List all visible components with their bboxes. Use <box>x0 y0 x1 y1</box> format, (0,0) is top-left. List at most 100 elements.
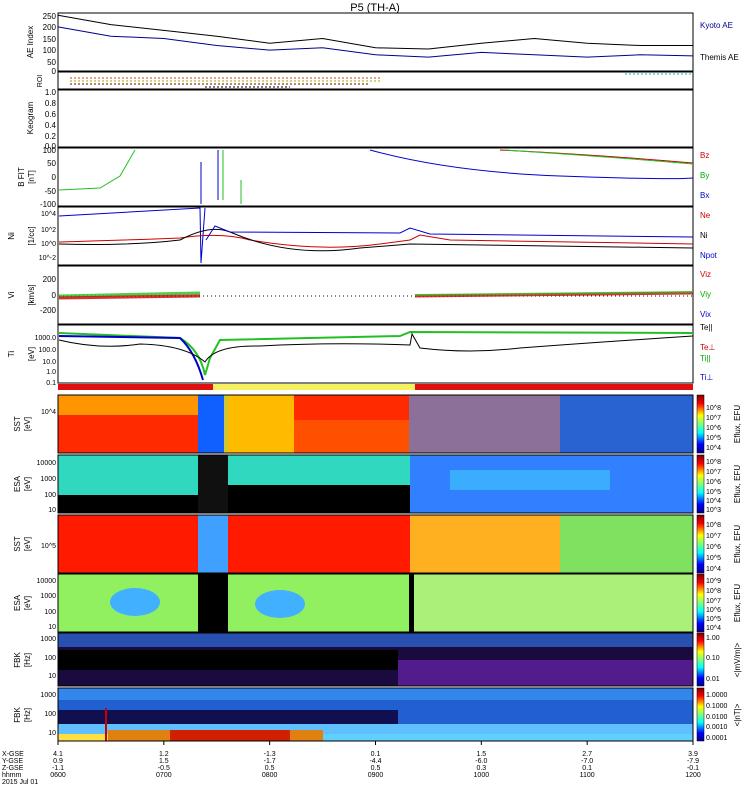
xaxis-label-y: 1.5 <box>159 758 169 765</box>
esa-electron-ytick: 10 <box>48 624 56 631</box>
bfit-ytick: 50 <box>47 159 56 168</box>
keogram-ytick: 0.2 <box>45 132 57 141</box>
esa-ion-cbar-tick: 10^3 <box>706 507 721 514</box>
sst-ion-cbar-tick: 10^4 <box>706 445 721 452</box>
xaxis-label-t: 1200 <box>685 772 701 779</box>
sst-ion-ylabel: SST <box>13 416 22 432</box>
fbk-scm-cbar-tick: 0.1000 <box>706 703 728 710</box>
vi-ytick: 0 <box>52 291 57 300</box>
roi-ylabel: ROI <box>37 75 44 88</box>
esa-electron-ytick: 100 <box>44 609 56 616</box>
bfit-ytick: -50 <box>44 187 56 196</box>
vi-ylabel: Vi <box>7 291 16 298</box>
legend-ti-par: Ti|| <box>700 354 711 363</box>
legend-ti-perp: Ti⊥ <box>700 373 713 382</box>
esa-ion-unit: [eV] <box>23 477 32 491</box>
mode-bar <box>58 384 693 390</box>
fbk-scm-cbar-tick: 0.0010 <box>706 724 728 731</box>
panel-ti: Ti [eV] 1000.0 100.0 10.0 1.0 0.1 Te|| T… <box>7 323 715 387</box>
legend-viy: Viy <box>700 290 711 299</box>
fbk-edc-ytick: 1000 <box>40 636 56 643</box>
xaxis-label-t: 1100 <box>580 772 595 779</box>
vi-ytick: 200 <box>43 275 57 284</box>
bfit-ylabel: B FIT <box>17 167 26 187</box>
panel-roi: ROI <box>37 71 694 90</box>
esa-electron-cbar-tick: 10^6 <box>706 607 721 614</box>
ni-ylabel: Ni <box>7 232 16 240</box>
fbk-edc-ytick: 10 <box>48 673 56 680</box>
xaxis-label-y: -1.7 <box>264 758 276 765</box>
ae-series-group <box>57 14 694 58</box>
bfit-ytick: -100 <box>40 200 57 209</box>
fbk-scm-cbar-tick: 0.0001 <box>706 735 728 742</box>
ti-ytick: 1.0 <box>46 369 56 376</box>
ti-ytick: 0.1 <box>46 380 56 387</box>
xaxis-label-z: -0.1 <box>687 765 699 772</box>
panel-esa-electron: ESA [eV] 10000 1000 100 10 10^9 10^8 10^… <box>13 573 742 633</box>
xaxis-columns: 4.10.9-1.106001.21.5-0.50700-1.3-1.70.50… <box>50 741 701 779</box>
ae-ytick: 100 <box>43 46 57 55</box>
esa-electron-cbar-tick: 10^8 <box>706 588 721 595</box>
xaxis-label-x: 4.1 <box>53 751 63 758</box>
sst-ion-ytick: 10^4 <box>41 409 56 416</box>
panel-bfit: B FIT [nT] 100 50 0 -50 -100 Bz By Bx <box>17 146 709 209</box>
xaxis-label-t: 0600 <box>50 772 66 779</box>
keogram-ytick: 1.0 <box>45 88 57 97</box>
esa-electron-cbar-tick: 10^7 <box>706 598 721 605</box>
xaxis-row-label: Y-GSE <box>2 758 23 765</box>
ae-line-kyoto-ae <box>57 26 694 58</box>
xaxis-row-label: 2015 Jul 01 <box>2 779 38 786</box>
sst-electron-cbar-tick: 10^7 <box>706 533 721 540</box>
ti-ytick: 1000.0 <box>35 335 57 342</box>
xaxis-label-x: 3.9 <box>688 751 698 758</box>
fbk-scm-cbar-tick: 1.0000 <box>706 692 728 699</box>
sst-electron-cbar-label: Eflux, EFU <box>733 525 742 563</box>
fbk-edc-unit: [Hz] <box>23 653 32 667</box>
ae-ytick: 150 <box>43 35 57 44</box>
xaxis-label-y: -6.0 <box>475 758 487 765</box>
sst-ion-cbar-tick: 10^5 <box>706 435 721 442</box>
panel-fbk-scm: FBK [Hz] 1000 100 10 1.0000 0.1000 0.010… <box>13 687 742 742</box>
esa-ion-cbar-tick: 10^7 <box>706 469 721 476</box>
sst-electron-unit: [eV] <box>23 537 32 551</box>
esa-electron-cbar-tick: 10^9 <box>706 578 721 585</box>
sst-ion-cbar-tick: 10^6 <box>706 425 721 432</box>
esa-ion-ytick: 1000 <box>40 476 56 483</box>
xaxis-label-x: -1.3 <box>264 751 276 758</box>
ae-ytick: 200 <box>43 23 57 32</box>
ti-ytick: 10.0 <box>42 359 56 366</box>
vi-ytick: -200 <box>40 306 57 315</box>
esa-electron-cbar-tick: 10^4 <box>706 625 721 632</box>
fbk-edc-cbar-tick: 0.01 <box>706 676 720 683</box>
sst-electron-cbar-tick: 10^6 <box>706 544 721 551</box>
xaxis-label-x: 0.1 <box>371 751 381 758</box>
xaxis-label-t: 1000 <box>474 772 490 779</box>
esa-ion-cbar-label: Eflux, EFU <box>733 465 742 503</box>
sst-ion-cbar-tick: 10^7 <box>706 415 721 422</box>
ni-ytick: 10^0 <box>41 241 56 248</box>
sst-electron-cbar-tick: 10^4 <box>706 566 721 573</box>
panel-vi: Vi [km/s] 200 0 -200 Viz Viy Vix <box>7 265 711 325</box>
legend-ni: Ni <box>700 231 708 240</box>
ni-ytick: 10^-2 <box>39 255 56 262</box>
panel-ni: Ni [1/cc] 10^4 10^2 10^0 10^-2 Ne Ni Npo… <box>7 206 718 266</box>
keogram-ytick: 0.4 <box>45 121 57 130</box>
fbk-scm-ytick: 10 <box>48 730 56 737</box>
xaxis-label-t: 0800 <box>262 772 278 779</box>
ti-ytick: 100.0 <box>38 347 56 354</box>
ae-ylabel: AE Index <box>26 26 35 58</box>
panel-esa-ion: ESA [eV] 10000 1000 100 10 10^8 10^7 10^… <box>13 454 742 514</box>
sst-electron-cbar-tick: 10^8 <box>706 522 721 529</box>
fbk-scm-ytick: 100 <box>44 711 56 718</box>
ae-ytick: 50 <box>47 58 56 67</box>
panel-sst-ion: SST [eV] 10^4 10^8 10^7 10^6 10^5 10^4 E… <box>13 394 742 454</box>
legend-by: By <box>700 171 709 180</box>
sst-ion-cbar-label: Eflux, EFU <box>733 405 742 443</box>
xaxis-row-label: Z-GSE <box>2 765 24 772</box>
legend-npot: Npot <box>700 251 718 260</box>
xaxis-label-z: -1.1 <box>52 765 64 772</box>
esa-electron-cbar-label: Eflux, EFU <box>733 584 742 622</box>
sst-electron-ytick: 10^5 <box>41 543 56 550</box>
